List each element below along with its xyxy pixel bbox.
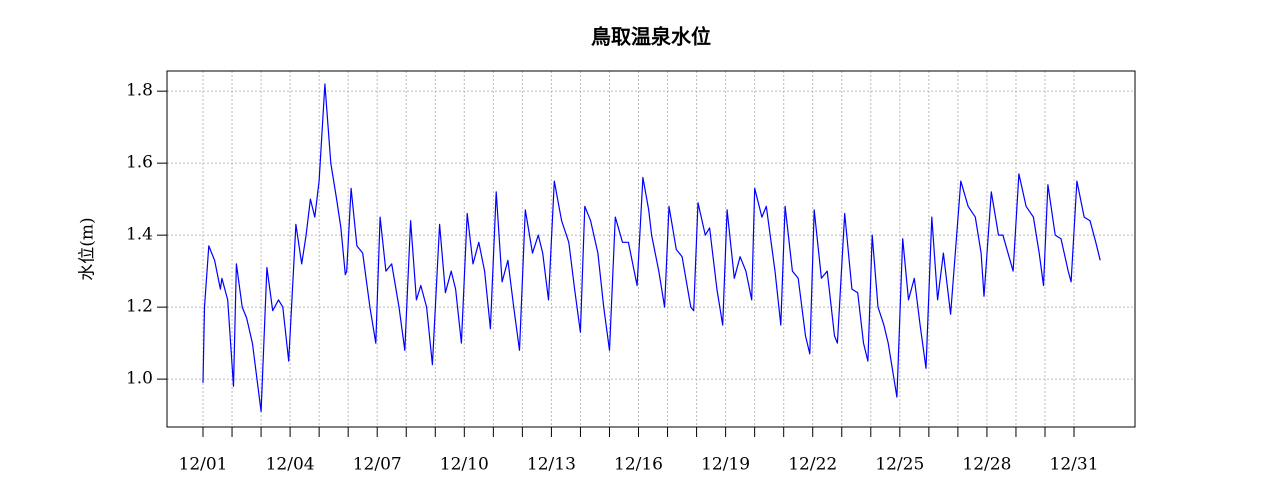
x-tick-label: 12/25 bbox=[875, 455, 924, 475]
y-tick-label: 1.6 bbox=[126, 153, 153, 173]
x-tick-label: 12/13 bbox=[527, 455, 576, 475]
y-tick-label: 1.4 bbox=[126, 225, 153, 245]
x-tick-label: 12/19 bbox=[701, 455, 750, 475]
x-tick-label: 12/31 bbox=[1050, 455, 1099, 475]
x-tick-label: 12/04 bbox=[266, 455, 315, 475]
data-line bbox=[202, 83, 1101, 413]
x-tick-label: 12/16 bbox=[614, 455, 663, 475]
grid bbox=[167, 71, 1135, 427]
x-tick-label: 12/28 bbox=[962, 455, 1011, 475]
x-tick-label: 12/10 bbox=[440, 455, 489, 475]
y-tick-label: 1.8 bbox=[126, 81, 153, 101]
chart-title: 鳥取温泉水位 bbox=[591, 25, 711, 49]
y-tick-label: 1.0 bbox=[126, 369, 153, 389]
x-tick-label: 12/22 bbox=[788, 455, 837, 475]
y-axis-label: 水位(m) bbox=[78, 217, 98, 280]
plot bbox=[202, 83, 1101, 413]
x-tick-label: 12/01 bbox=[179, 455, 228, 475]
plot-frame bbox=[166, 70, 1136, 428]
x-tick-label: 12/07 bbox=[353, 455, 402, 475]
y-tick-label: 1.2 bbox=[126, 297, 153, 317]
